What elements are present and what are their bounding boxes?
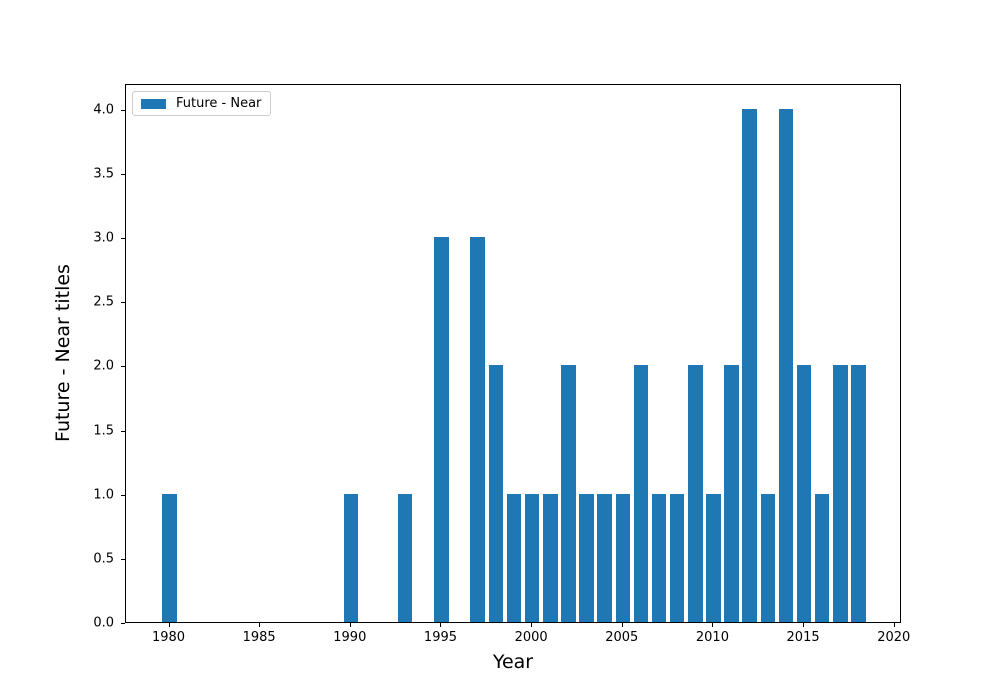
y-tick-label-3.0: 3.0 bbox=[93, 230, 114, 246]
x-tick-label-2015: 2015 bbox=[786, 630, 820, 645]
bar-1999 bbox=[506, 493, 522, 622]
x-tick-1995 bbox=[440, 623, 442, 627]
bar-2017 bbox=[833, 365, 848, 622]
y-tick-label-1.0: 1.0 bbox=[93, 487, 114, 503]
x-tick-1980 bbox=[168, 623, 170, 627]
y-tick-3.5 bbox=[121, 173, 125, 175]
x-tick-2000 bbox=[531, 623, 533, 627]
bar-2005 bbox=[615, 493, 631, 622]
y-tick-label-2.5: 2.5 bbox=[93, 294, 114, 310]
legend-swatch bbox=[141, 98, 166, 109]
x-tick-label-1990: 1990 bbox=[333, 630, 367, 645]
bar-2006 bbox=[633, 365, 649, 622]
x-tick-1990 bbox=[349, 623, 351, 627]
bar-1993 bbox=[397, 493, 413, 622]
bar-2000 bbox=[524, 493, 540, 622]
x-axis-label: Year bbox=[492, 651, 534, 673]
x-tick-2015 bbox=[803, 623, 805, 627]
bar-2010 bbox=[706, 493, 721, 622]
bar-1998 bbox=[488, 365, 504, 622]
x-tick-label-1985: 1985 bbox=[242, 630, 276, 645]
y-tick-4.0 bbox=[121, 109, 125, 111]
y-tick-1.5 bbox=[121, 430, 125, 432]
y-tick-2.0 bbox=[121, 366, 125, 368]
x-tick-label-2010: 2010 bbox=[695, 630, 729, 645]
y-tick-label-2.0: 2.0 bbox=[93, 358, 114, 374]
y-tick-3.0 bbox=[121, 238, 125, 239]
bar-2007 bbox=[651, 493, 667, 622]
bar-2001 bbox=[543, 493, 558, 622]
bar-2018 bbox=[851, 365, 866, 622]
legend-label: Future - Near bbox=[176, 96, 262, 111]
y-tick-label-4.0: 4.0 bbox=[93, 102, 114, 118]
bar-2014 bbox=[778, 108, 794, 622]
bar-2008 bbox=[669, 493, 685, 622]
x-tick-label-1980: 1980 bbox=[151, 630, 186, 645]
bar-2002 bbox=[561, 365, 576, 622]
y-tick-label-3.5: 3.5 bbox=[93, 166, 114, 182]
bar-2011 bbox=[724, 365, 739, 622]
y-tick-label-0.0: 0.0 bbox=[93, 615, 114, 631]
bar-2009 bbox=[688, 365, 703, 622]
y-tick-2.5 bbox=[121, 302, 125, 304]
bar-2013 bbox=[760, 493, 776, 622]
plot-area: Future - Near bbox=[125, 84, 901, 623]
bar-1997 bbox=[470, 237, 485, 622]
legend: Future - Near bbox=[132, 91, 272, 116]
y-tick-label-0.5: 0.5 bbox=[93, 551, 114, 567]
y-tick-1.0 bbox=[121, 494, 125, 496]
x-tick-label-2020: 2020 bbox=[877, 630, 911, 645]
y-axis-label: Future - Near titles bbox=[52, 264, 74, 442]
x-tick-2010 bbox=[712, 623, 714, 627]
bar-1990 bbox=[343, 493, 359, 622]
x-tick-2005 bbox=[621, 623, 623, 627]
x-tick-2020 bbox=[893, 623, 895, 627]
bar-1980 bbox=[162, 493, 177, 622]
bar-1995 bbox=[434, 237, 449, 622]
y-tick-label-1.5: 1.5 bbox=[93, 423, 114, 438]
bar-2015 bbox=[796, 365, 812, 622]
x-tick-1985 bbox=[259, 623, 261, 627]
x-tick-label-2000: 2000 bbox=[514, 630, 548, 645]
bar-2012 bbox=[742, 108, 757, 622]
bar-2004 bbox=[597, 493, 612, 622]
bar-2016 bbox=[814, 493, 830, 622]
y-tick-0.5 bbox=[121, 558, 125, 560]
x-tick-label-2005: 2005 bbox=[605, 630, 639, 645]
bar-2003 bbox=[579, 493, 594, 622]
y-tick-0.0 bbox=[121, 623, 125, 624]
x-tick-label-1995: 1995 bbox=[423, 630, 458, 645]
